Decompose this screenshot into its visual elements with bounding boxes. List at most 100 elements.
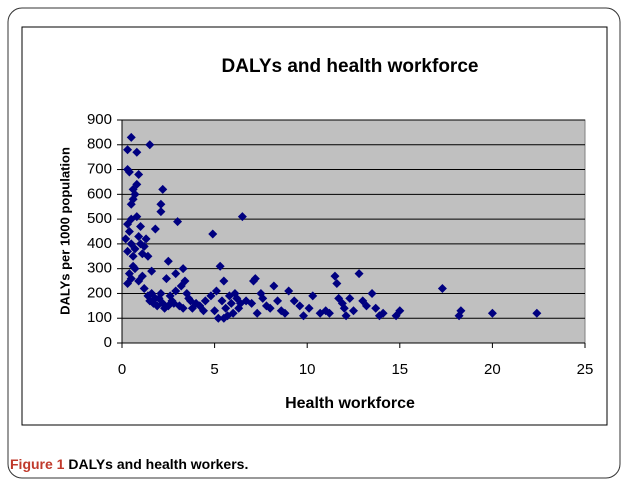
point: [150, 293, 160, 303]
point: [163, 256, 173, 266]
y-tick-label: 400: [87, 235, 112, 252]
chart-title: DALYs and health workforce: [222, 56, 479, 77]
point: [324, 308, 334, 318]
point: [163, 301, 173, 311]
point: [252, 308, 262, 318]
point: [206, 291, 216, 301]
point: [354, 269, 364, 279]
x-tick-label: 15: [391, 361, 408, 378]
point: [371, 303, 381, 313]
point: [121, 234, 131, 244]
point: [332, 279, 342, 289]
point: [226, 298, 236, 308]
point: [456, 306, 466, 316]
point: [161, 274, 171, 284]
point: [247, 298, 257, 308]
x-tick-label: 10: [299, 361, 316, 378]
point: [265, 303, 275, 313]
y-tick-label: 500: [87, 210, 112, 227]
point: [269, 281, 279, 291]
point: [171, 286, 181, 296]
point: [213, 313, 223, 323]
point: [136, 222, 146, 232]
point: [289, 296, 299, 306]
point: [341, 311, 351, 321]
point: [139, 241, 149, 251]
point: [304, 303, 314, 313]
point: [178, 264, 188, 274]
y-tick-label: 0: [104, 334, 112, 351]
point: [437, 283, 447, 293]
point: [132, 147, 142, 157]
point: [173, 217, 183, 227]
x-tick-label: 0: [118, 361, 126, 378]
point: [361, 301, 371, 311]
point: [298, 311, 308, 321]
point: [145, 140, 155, 150]
point: [124, 227, 134, 236]
x-axis-label: Health workforce: [285, 395, 415, 412]
y-tick-label: 900: [87, 111, 112, 128]
point: [178, 303, 188, 313]
point: [295, 301, 305, 311]
point: [236, 298, 246, 308]
y-tick-label: 200: [87, 284, 112, 301]
point: [215, 261, 225, 271]
point: [156, 207, 166, 217]
point: [219, 313, 229, 323]
point: [219, 276, 229, 286]
y-tick-label: 100: [87, 309, 112, 326]
point: [217, 296, 227, 306]
y-tick-label: 300: [87, 260, 112, 277]
x-tick-label: 20: [484, 361, 501, 378]
x-tick-label: 25: [577, 361, 594, 378]
point: [211, 286, 221, 296]
point: [128, 194, 138, 204]
point: [284, 286, 294, 296]
point: [349, 306, 358, 316]
point: [345, 293, 355, 303]
point: [128, 251, 138, 261]
x-tick-label: 5: [210, 361, 218, 378]
point: [128, 261, 138, 271]
point: [143, 251, 153, 261]
point: [237, 212, 247, 222]
point: [198, 306, 208, 316]
point: [330, 271, 340, 281]
point: [339, 303, 349, 313]
point: [308, 291, 318, 301]
point: [171, 269, 181, 279]
point: [395, 306, 405, 316]
point: [134, 231, 144, 241]
point: [134, 170, 144, 180]
point: [123, 279, 133, 289]
point: [250, 274, 260, 284]
point: [132, 179, 142, 189]
caption: Figure 1 DALYs and health workers.: [10, 456, 248, 472]
point: [367, 288, 377, 298]
point: [378, 308, 388, 318]
point: [210, 306, 220, 316]
point: [137, 271, 147, 281]
point: [487, 308, 497, 318]
point: [158, 184, 168, 194]
y-tick-label: 700: [87, 161, 112, 178]
y-tick-label: 600: [87, 185, 112, 202]
point: [123, 145, 133, 155]
y-axis-label: DALYs per 1000 population: [57, 147, 72, 315]
y-tick-label: 800: [87, 136, 112, 153]
point: [228, 308, 238, 318]
point: [221, 303, 231, 313]
point: [139, 283, 149, 293]
caption-text: DALYs and health workers.: [68, 456, 248, 472]
point: [200, 296, 210, 306]
caption-label: Figure 1: [10, 456, 65, 472]
point: [280, 308, 290, 318]
point: [156, 288, 166, 298]
point: [130, 244, 140, 254]
point: [180, 276, 190, 286]
point: [126, 274, 136, 284]
point: [150, 224, 160, 234]
point: [124, 167, 134, 177]
